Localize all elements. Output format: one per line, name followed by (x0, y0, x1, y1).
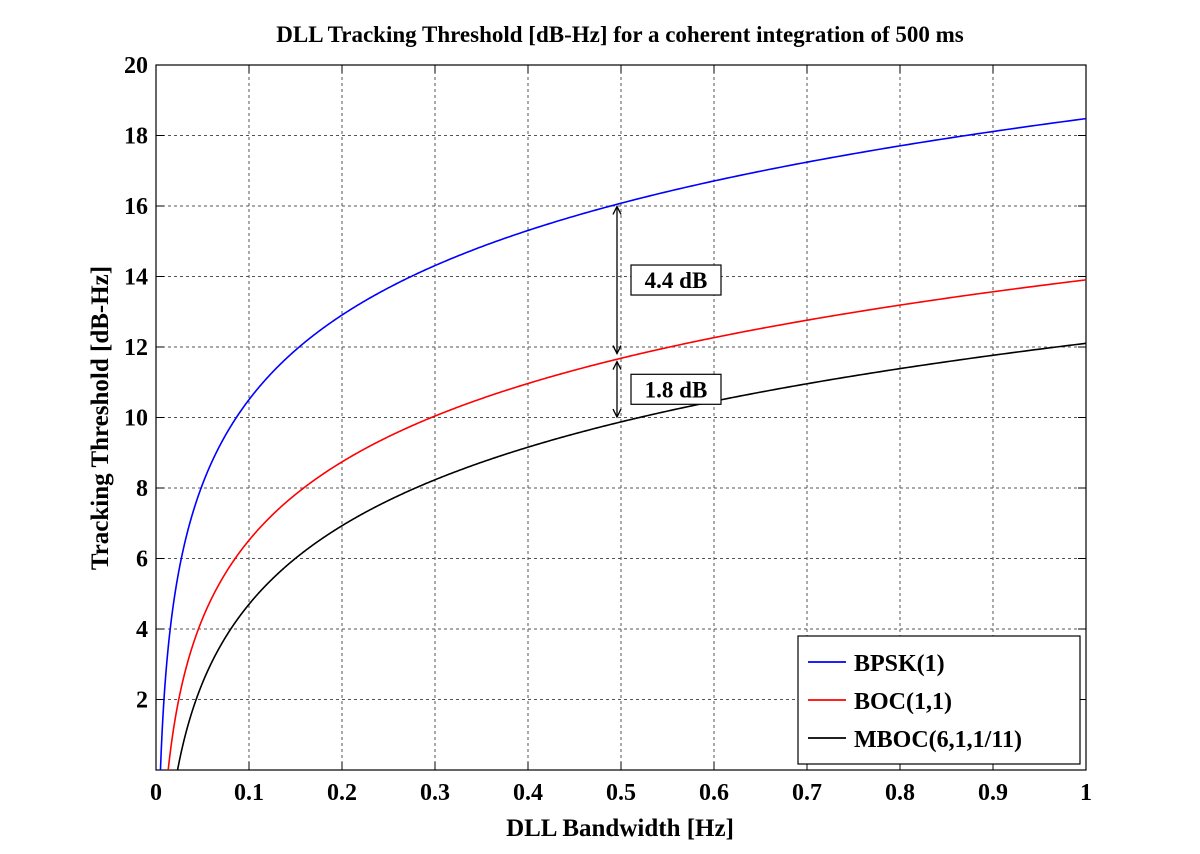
annotation-label: 1.8 dB (645, 377, 708, 402)
y-tick-label: 16 (124, 194, 148, 220)
y-tick-label: 2 (136, 688, 148, 714)
annotation-box (630, 373, 722, 405)
x-tick-label: 0.3 (420, 780, 450, 806)
annotation-arrowhead (612, 408, 622, 419)
x-tick-label: 0.6 (699, 780, 729, 806)
y-tick-label: 14 (124, 265, 148, 291)
y-tick-label: 10 (124, 406, 148, 432)
y-tick-label: 6 (136, 547, 148, 573)
x-tick-label: 1 (1080, 780, 1092, 806)
x-tick-label: 0.5 (606, 780, 636, 806)
legend: BPSK(1) BOC(1,1) MBOC(6,1,1/11) (797, 635, 1081, 765)
x-tick-label: 0.7 (792, 780, 822, 806)
annotation-arrowhead (612, 345, 622, 356)
plot-area: 0 0.1 0.2 0.3 0.4 0.5 0.6 0.7 0.8 0.9 124681012141… (124, 53, 1092, 806)
series-line-boc-1-1 (167, 279, 1086, 770)
x-tick-label: 0.2 (327, 780, 357, 806)
legend-label: BOC(1,1) (854, 689, 952, 715)
annotation-label: 4.4 dB (645, 268, 708, 293)
x-axis-label: DLL Bandwidth [Hz] (506, 815, 734, 842)
y-tick-label: 4 (136, 617, 148, 643)
y-tick-label: 18 (124, 124, 148, 150)
chart-title: DLL Tracking Threshold [dB-Hz] for a coh… (276, 22, 964, 47)
x-tick-label: 0.9 (978, 780, 1008, 806)
annotation-arrowhead (612, 360, 622, 370)
annotation-arrowhead (612, 205, 622, 215)
x-tick-label: 0 (150, 780, 162, 806)
annotation-box (630, 264, 722, 296)
y-tick-label: 8 (136, 476, 148, 502)
series-line-mboc-6-1-1-11 (176, 342, 1086, 770)
x-tick-label: 0.1 (234, 780, 264, 806)
legend-label: BPSK(1) (854, 651, 945, 677)
legend-label: MBOC(6,1,1/11) (854, 727, 1022, 753)
y-tick-label: 12 (124, 335, 148, 361)
y-tick-label: 20 (124, 53, 148, 79)
x-tick-label: 0.4 (513, 780, 543, 806)
y-axis-label: Tracking Threshold [dB-Hz] (87, 266, 114, 570)
series-line-bpsk-1 (159, 117, 1086, 770)
x-tick-label: 0.8 (885, 780, 915, 806)
